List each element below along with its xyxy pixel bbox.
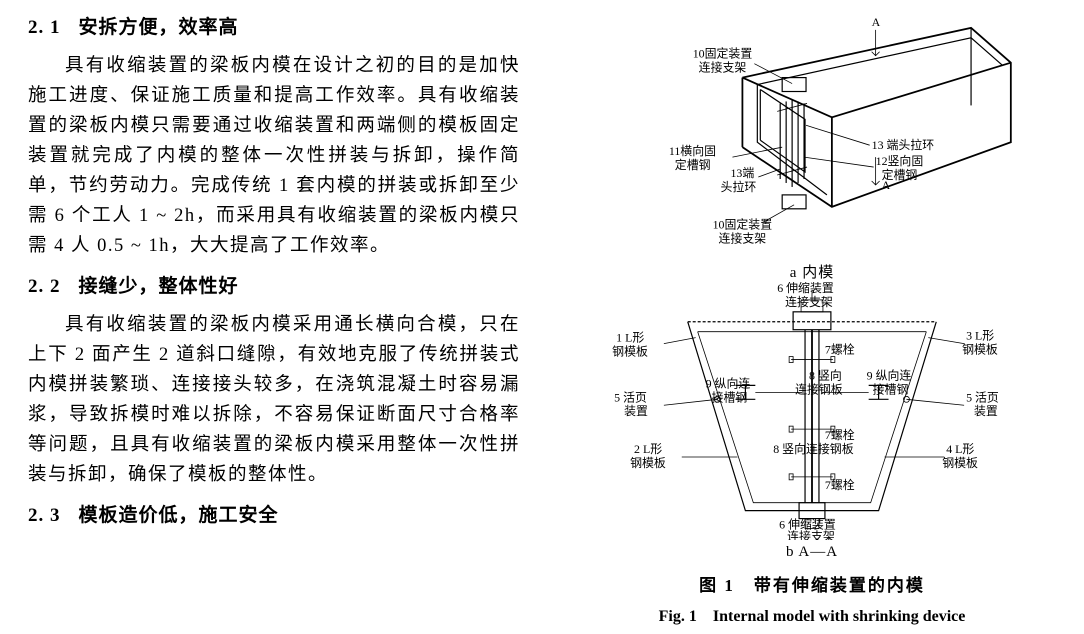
section-2-2-heading: 2. 2 接缝少，整体性好 xyxy=(28,271,520,298)
label-13sub-a: 13端 xyxy=(730,166,754,180)
section-2-2-title: 接缝少，整体性好 xyxy=(79,276,239,297)
section-2-3-title: 模板造价低，施工安全 xyxy=(79,505,279,526)
label-1-b: 钢模板 xyxy=(612,344,648,358)
label-8-b: 连接钢板 xyxy=(795,382,843,396)
paragraph-2-1: 具有收缩装置的梁板内模在设计之初的目的是加快施工进度、保证施工质量和提高工作效率… xyxy=(28,51,520,261)
label-8-c: 8 竖向连接钢板 xyxy=(773,442,853,456)
label-11-a: 11横向固 xyxy=(669,144,716,158)
paragraph-2-2: 具有收缩装置的梁板内模采用通长横向合模，只在上下 2 面产生 2 道斜口缝隙，有… xyxy=(28,310,520,490)
figure-1a-diagram: A A 10固定装置 xyxy=(582,8,1042,257)
label-12-a: 12竖向固 xyxy=(876,154,924,168)
subfigure-b-label: b A—A xyxy=(786,544,838,561)
channel-steel-bundle xyxy=(777,99,807,186)
text-column: 2. 1 安拆方便，效率高 具有收缩装置的梁板内模在设计之初的目的是加快施工进度、… xyxy=(0,0,540,634)
label-4-b: 钢模板 xyxy=(942,455,978,469)
label-10-bot-b: 连接支架 xyxy=(719,232,767,246)
label-6-top-a: 6 伸缩装置 xyxy=(777,282,834,295)
section-2-1-num: 2. 1 xyxy=(28,17,61,38)
figure-1-caption-cn: 图 1 带有伸缩装置的内模 xyxy=(699,571,925,596)
label-9l-b: 接槽钢 xyxy=(712,390,748,404)
label-2-b: 钢模板 xyxy=(630,455,666,469)
label-9r-b: 接槽钢 xyxy=(873,382,909,396)
label-9r-a: 9 纵向连 xyxy=(867,368,912,382)
label-7-mid: 7螺栓 xyxy=(825,428,855,442)
section-2-1-title: 安拆方便，效率高 xyxy=(79,17,239,38)
label-5l-a: 5 活页 xyxy=(614,390,647,404)
label-5l-b: 装置 xyxy=(624,404,648,418)
subfigure-a-label: a 内模 xyxy=(790,261,834,282)
label-12-b: 定槽钢 xyxy=(882,168,918,182)
label-1-a: 1 L形 xyxy=(616,330,644,344)
figure-column: A A 10固定装置 xyxy=(540,0,1084,634)
figure-1-caption-en: Fig. 1 Internal model with shrinking dev… xyxy=(659,602,966,626)
section-2-2-num: 2. 2 xyxy=(28,276,61,297)
section-a-marker-top: A xyxy=(872,15,881,29)
label-3-b: 钢模板 xyxy=(962,342,998,356)
label-6-top-b: 连接支架 xyxy=(785,294,833,308)
section-2-1-heading: 2. 1 安拆方便，效率高 xyxy=(28,12,520,39)
label-7-bot: 7螺栓 xyxy=(825,477,855,491)
label-4-a: 4 L形 xyxy=(946,442,974,456)
label-7-top: 7螺栓 xyxy=(825,342,855,356)
label-8-a: 8 竖向 xyxy=(809,368,842,382)
label-10-top-a: 10固定装置 xyxy=(693,47,753,61)
label-9l-a: 9 纵向连 xyxy=(706,376,751,390)
figure-1b-diagram: 6 伸缩装置 连接支架 7螺栓 7螺栓 7螺栓 8 竖向 连接钢板 8 竖向连接… xyxy=(577,282,1047,540)
label-3-a: 3 L形 xyxy=(966,328,994,342)
section-2-3-heading: 2. 3 模板造价低，施工安全 xyxy=(28,500,520,527)
section-2-3-num: 2. 3 xyxy=(28,505,61,526)
label-13sub-b: 头拉环 xyxy=(721,180,757,194)
label-10-bot-a: 10固定装置 xyxy=(713,218,773,232)
label-2-a: 2 L形 xyxy=(634,442,662,456)
label-10-top-b: 连接支架 xyxy=(699,61,747,75)
label-11-b: 定槽钢 xyxy=(675,158,711,172)
label-6-bot-b: 连接支架 xyxy=(787,529,835,540)
label-5r-b: 装置 xyxy=(974,404,998,418)
label-13-a: 13 端头拉环 xyxy=(872,138,935,152)
label-5r-a: 5 活页 xyxy=(966,390,999,404)
